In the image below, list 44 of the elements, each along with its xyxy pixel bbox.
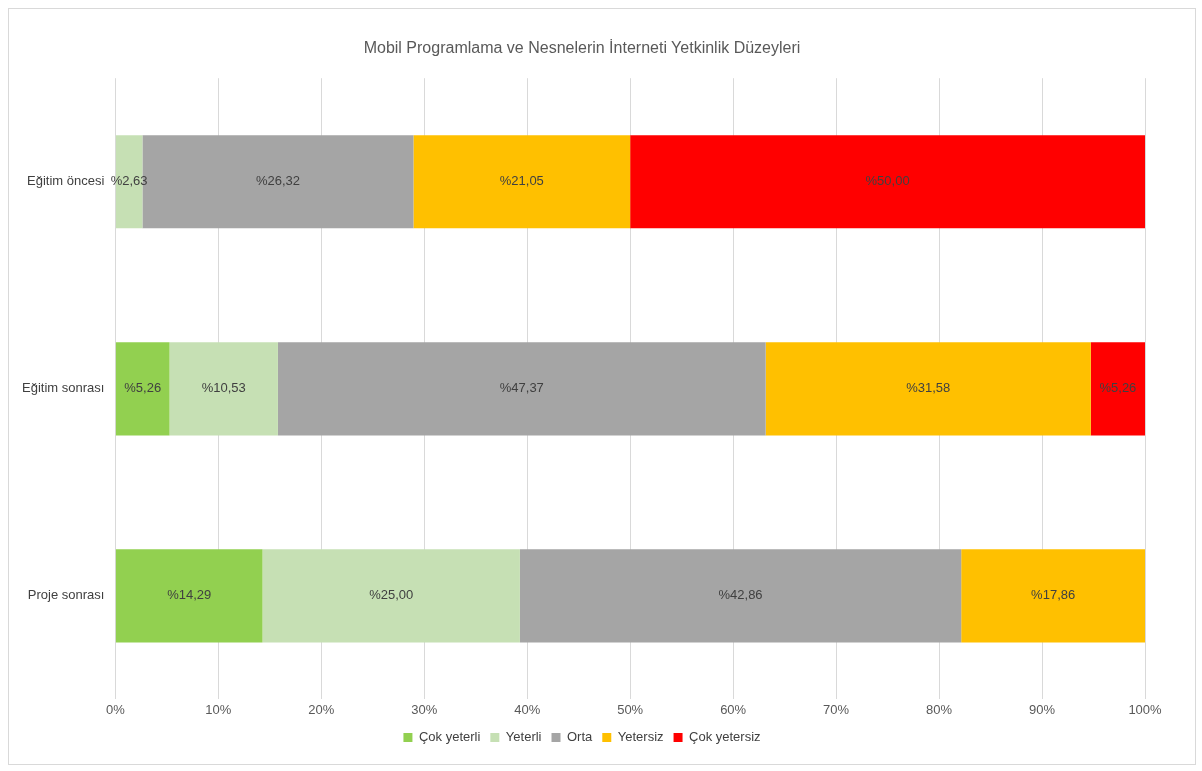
bar (961, 549, 1145, 643)
bar (630, 135, 1145, 229)
x-tick-label: 70% (823, 701, 850, 717)
bar (169, 342, 278, 436)
x-tick-label: 20% (308, 701, 335, 717)
data-label: %47,37 (499, 380, 544, 396)
data-label: %50,00 (865, 173, 910, 189)
x-tick-label: 50% (617, 701, 644, 717)
data-label: %10,53 (201, 380, 246, 396)
data-label: %31,58 (906, 380, 951, 396)
y-tick-label: Proje sonrası (27, 587, 105, 603)
x-tick-label: 60% (720, 701, 747, 717)
x-tick-label: 100% (1128, 701, 1163, 717)
data-label: %2,63 (110, 173, 148, 189)
bar (519, 549, 962, 643)
x-tick-label: 10% (205, 701, 232, 717)
bar (277, 342, 766, 436)
x-tick-label: 40% (514, 701, 541, 717)
y-tick-label: Eğitim öncesi (27, 173, 105, 189)
data-label: %5,26 (124, 380, 162, 396)
legend-label: Orta (567, 729, 594, 745)
legend-label: Çok yetersiz (689, 729, 761, 745)
bar (262, 549, 520, 643)
x-tick-label: 80% (926, 701, 953, 717)
data-label: %42,86 (718, 587, 763, 603)
x-tick-label: 30% (411, 701, 438, 717)
bar (413, 135, 631, 229)
data-label: %21,05 (499, 173, 544, 189)
bar (115, 549, 263, 643)
y-tick-label: Eğitim sonrası (21, 380, 105, 396)
chart-title: Mobil Programlama ve Nesnelerin İnterneti Yetkinlik Düzeyleri (363, 38, 801, 57)
bar (765, 342, 1091, 436)
legend-label: Çok yeterli (418, 729, 481, 745)
data-label: %5,26 (1099, 380, 1137, 396)
x-tick-label: 0% (105, 701, 126, 717)
x-tick-label: 90% (1029, 701, 1056, 717)
data-label: %25,00 (369, 587, 414, 603)
legend-label: Yetersiz (617, 729, 664, 745)
legend-label: Yeterli (505, 729, 542, 745)
bar (115, 342, 170, 436)
bar (1090, 342, 1145, 436)
data-label: %14,29 (167, 587, 212, 603)
data-label: %26,32 (255, 173, 300, 189)
data-label: %17,86 (1031, 587, 1076, 603)
